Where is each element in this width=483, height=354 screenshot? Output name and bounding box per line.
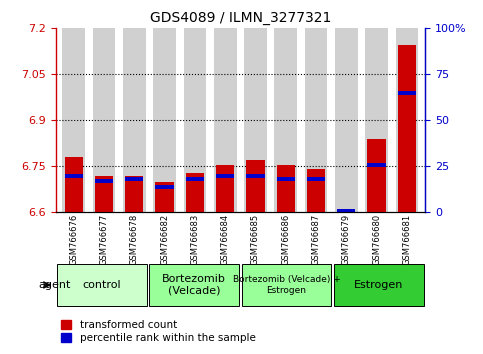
Legend: transformed count, percentile rank within the sample: transformed count, percentile rank withi… <box>61 320 256 343</box>
Text: Bortezomib
(Velcade): Bortezomib (Velcade) <box>162 274 226 296</box>
Bar <box>337 209 355 212</box>
Text: control: control <box>83 280 121 290</box>
Bar <box>274 28 297 212</box>
Bar <box>216 165 234 212</box>
Bar <box>337 211 355 212</box>
Bar <box>153 28 176 212</box>
Bar <box>65 173 83 178</box>
Bar <box>156 185 174 189</box>
Bar <box>398 45 416 212</box>
Bar <box>93 28 115 212</box>
Bar <box>368 162 385 166</box>
Bar <box>57 264 147 306</box>
Bar <box>246 160 265 212</box>
Bar <box>277 165 295 212</box>
Text: Estrogen: Estrogen <box>354 280 403 290</box>
Bar <box>307 177 325 181</box>
Bar <box>214 28 237 212</box>
Bar <box>125 177 143 181</box>
Text: Bortezomib (Velcade) +
Estrogen: Bortezomib (Velcade) + Estrogen <box>233 275 341 295</box>
Bar <box>149 264 239 306</box>
Bar <box>242 264 331 306</box>
Bar <box>305 28 327 212</box>
Text: agent: agent <box>39 280 71 290</box>
Bar <box>95 176 113 212</box>
Bar <box>156 182 174 212</box>
Bar <box>184 28 206 212</box>
Bar <box>95 179 113 183</box>
Bar <box>365 28 388 212</box>
Bar <box>244 28 267 212</box>
Bar <box>307 170 325 212</box>
Bar <box>186 177 204 181</box>
Bar <box>123 28 146 212</box>
Bar <box>125 176 143 212</box>
Bar <box>65 157 83 212</box>
Bar <box>246 173 265 178</box>
Title: GDS4089 / ILMN_3277321: GDS4089 / ILMN_3277321 <box>150 11 331 24</box>
Bar <box>335 28 357 212</box>
Bar <box>186 172 204 212</box>
Bar <box>396 28 418 212</box>
Bar <box>368 139 385 212</box>
Bar <box>398 91 416 95</box>
Bar <box>334 264 424 306</box>
Bar <box>277 177 295 181</box>
Bar <box>216 173 234 178</box>
Bar <box>62 28 85 212</box>
